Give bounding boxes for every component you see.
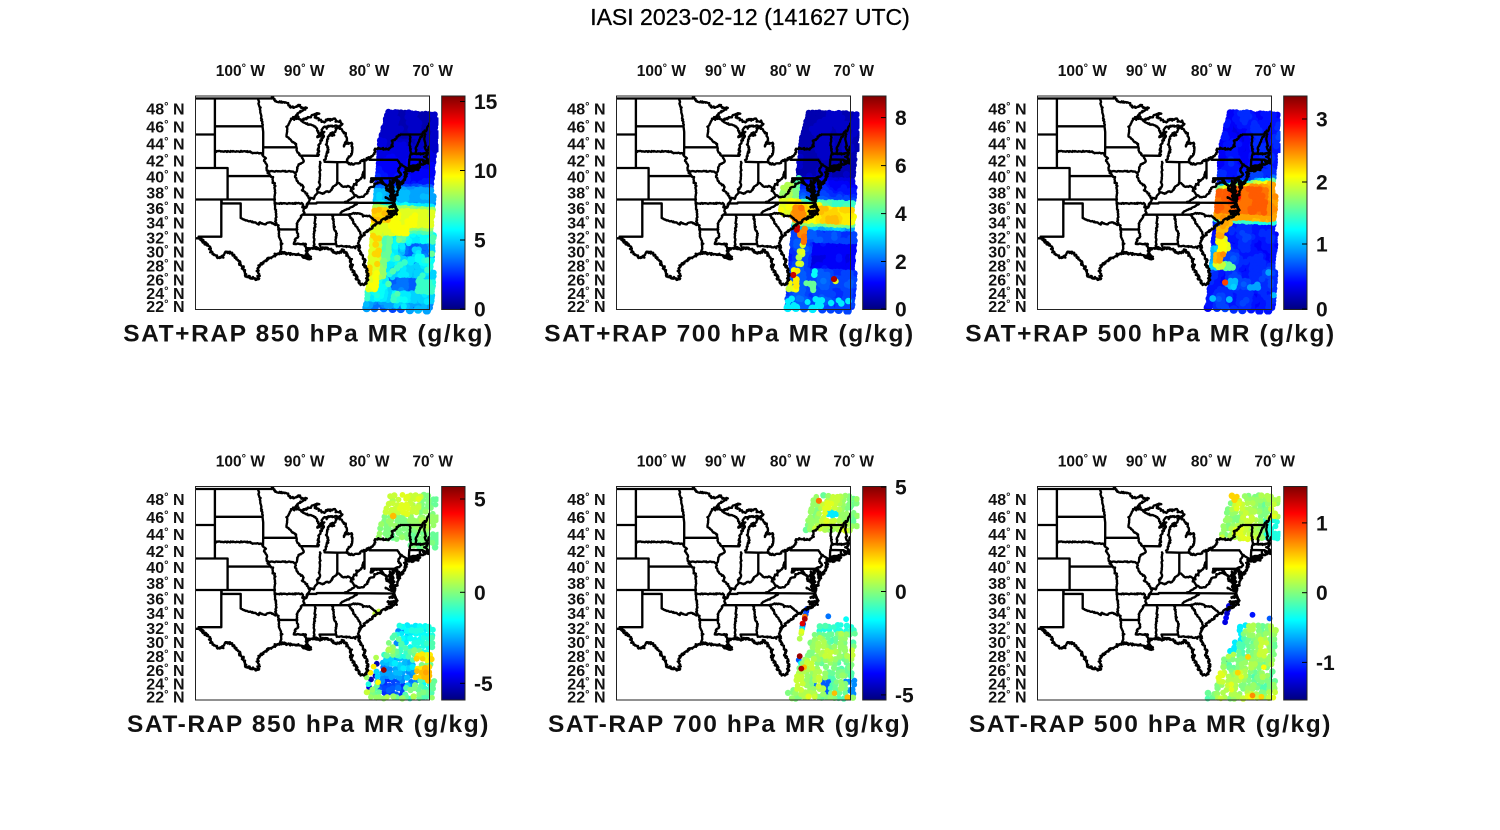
svg-text:8: 8 <box>895 107 907 130</box>
svg-text:2: 2 <box>1316 172 1328 195</box>
svg-text:100° W: 100° W <box>1058 453 1108 471</box>
svg-text:40° N: 40° N <box>146 169 184 187</box>
svg-text:SAT+RAP 500 hPa MR (g/kg): SAT+RAP 500 hPa MR (g/kg) <box>965 321 1336 348</box>
svg-text:48° N: 48° N <box>567 101 605 119</box>
svg-text:30° N: 30° N <box>567 244 605 262</box>
svg-text:34° N: 34° N <box>146 215 184 233</box>
svg-text:26° N: 26° N <box>567 272 605 290</box>
svg-text:70° W: 70° W <box>412 62 453 80</box>
svg-text:100° W: 100° W <box>216 62 266 80</box>
svg-text:22° N: 22° N <box>146 299 184 317</box>
svg-text:44° N: 44° N <box>146 136 184 154</box>
svg-text:42° N: 42° N <box>146 153 184 171</box>
svg-text:-1: -1 <box>1316 652 1335 675</box>
svg-text:SAT+RAP 700 hPa MR (g/kg): SAT+RAP 700 hPa MR (g/kg) <box>544 321 915 348</box>
svg-text:22° N: 22° N <box>567 299 605 317</box>
svg-text:0: 0 <box>895 581 907 604</box>
svg-text:100° W: 100° W <box>216 453 266 471</box>
svg-text:10: 10 <box>474 160 497 183</box>
svg-text:42° N: 42° N <box>567 153 605 171</box>
svg-text:SAT-RAP 700 hPa MR (g/kg): SAT-RAP 700 hPa MR (g/kg) <box>548 711 911 738</box>
svg-text:5: 5 <box>895 477 907 500</box>
svg-text:80° W: 80° W <box>770 62 811 80</box>
svg-text:1: 1 <box>1316 512 1328 535</box>
svg-text:0: 0 <box>895 299 907 322</box>
svg-text:1: 1 <box>1316 234 1328 257</box>
svg-text:2: 2 <box>895 251 907 274</box>
svg-text:48° N: 48° N <box>146 101 184 119</box>
svg-text:IASI 2023-02-12 (141627 UTC): IASI 2023-02-12 (141627 UTC) <box>590 4 910 30</box>
svg-text:26° N: 26° N <box>146 272 184 290</box>
svg-text:5: 5 <box>474 489 486 512</box>
svg-text:0: 0 <box>474 582 486 605</box>
svg-text:SAT-RAP 500 hPa MR (g/kg): SAT-RAP 500 hPa MR (g/kg) <box>969 711 1332 738</box>
svg-text:30° N: 30° N <box>146 244 184 262</box>
svg-text:28° N: 28° N <box>146 258 184 276</box>
svg-text:36° N: 36° N <box>567 200 605 218</box>
svg-text:46° N: 46° N <box>567 119 605 137</box>
svg-text:90° W: 90° W <box>284 62 325 80</box>
svg-text:24° N: 24° N <box>146 285 184 303</box>
svg-text:24° N: 24° N <box>567 285 605 303</box>
svg-text:0: 0 <box>474 299 486 322</box>
svg-text:SAT+RAP 850 hPa MR (g/kg): SAT+RAP 850 hPa MR (g/kg) <box>123 321 494 348</box>
svg-text:6: 6 <box>895 155 907 178</box>
svg-text:100° W: 100° W <box>637 453 687 471</box>
svg-text:38° N: 38° N <box>146 185 184 203</box>
svg-text:38° N: 38° N <box>567 185 605 203</box>
svg-text:44° N: 44° N <box>567 136 605 154</box>
svg-text:100° W: 100° W <box>1058 62 1108 80</box>
svg-text:32° N: 32° N <box>146 230 184 248</box>
svg-text:-5: -5 <box>895 684 914 707</box>
svg-text:40° N: 40° N <box>567 169 605 187</box>
svg-text:0: 0 <box>1316 299 1328 322</box>
svg-text:3: 3 <box>1316 109 1328 132</box>
svg-text:36° N: 36° N <box>146 200 184 218</box>
svg-text:32° N: 32° N <box>567 230 605 248</box>
svg-text:SAT-RAP 850 hPa MR (g/kg): SAT-RAP 850 hPa MR (g/kg) <box>127 711 490 738</box>
svg-text:100° W: 100° W <box>637 62 687 80</box>
svg-text:0: 0 <box>1316 582 1328 605</box>
svg-text:-5: -5 <box>474 673 493 696</box>
svg-text:4: 4 <box>895 203 907 226</box>
svg-text:46° N: 46° N <box>146 119 184 137</box>
svg-text:90° W: 90° W <box>705 62 746 80</box>
svg-text:70° W: 70° W <box>833 62 874 80</box>
svg-text:5: 5 <box>474 230 486 253</box>
svg-text:34° N: 34° N <box>567 215 605 233</box>
svg-text:80° W: 80° W <box>349 62 390 80</box>
svg-text:15: 15 <box>474 91 498 114</box>
svg-text:28° N: 28° N <box>567 258 605 276</box>
